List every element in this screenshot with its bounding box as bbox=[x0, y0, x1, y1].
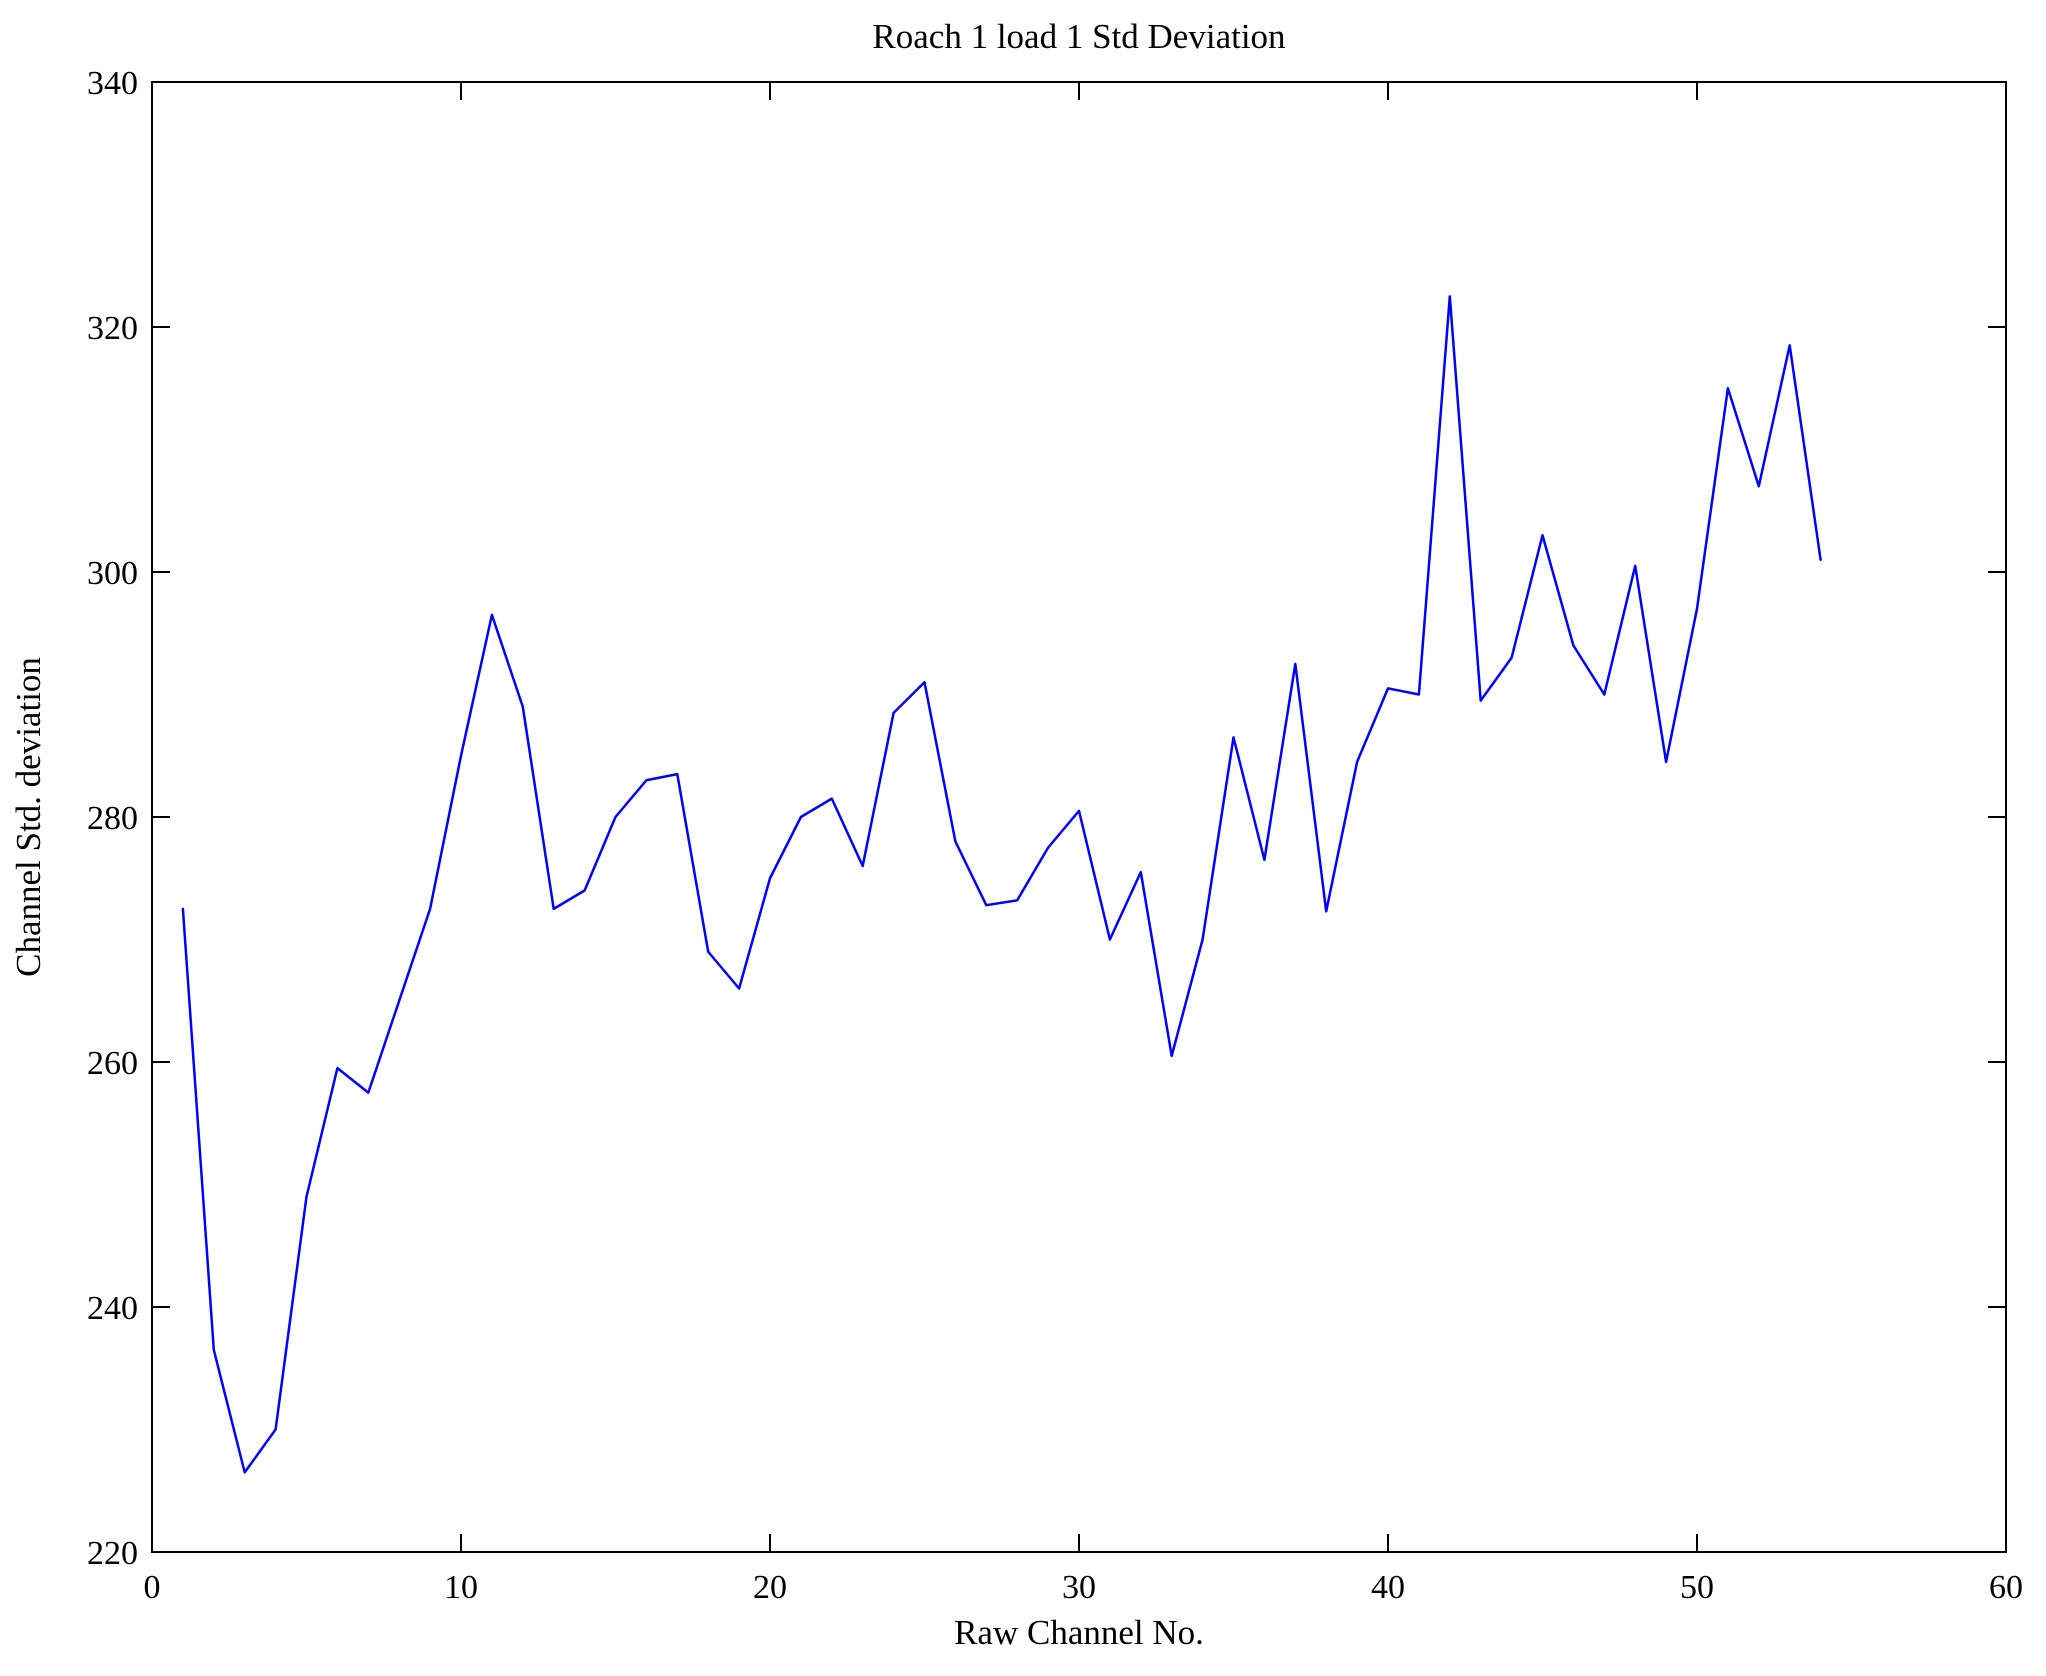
y-tick-label: 260 bbox=[87, 1045, 138, 1082]
y-tick-label: 300 bbox=[87, 555, 138, 592]
data-series bbox=[181, 295, 1822, 1474]
tick-labels: 0 10 20 30 40 50 60 220 240 260 280 300 320 340 bbox=[87, 65, 2023, 1606]
y-tick-label: 340 bbox=[87, 65, 138, 102]
data-series-line bbox=[181, 295, 1822, 1474]
x-tick-label: 50 bbox=[1680, 1569, 1714, 1606]
y-tick-label: 220 bbox=[87, 1535, 138, 1572]
chart-title: Roach 1 load 1 Std Deviation bbox=[872, 17, 1285, 56]
x-tick-label: 30 bbox=[1062, 1569, 1096, 1606]
x-tick-label: 60 bbox=[1989, 1569, 2023, 1606]
y-tick-label: 240 bbox=[87, 1290, 138, 1327]
y-tick-label: 320 bbox=[87, 310, 138, 347]
x-tick-label: 20 bbox=[753, 1569, 787, 1606]
y-tick-label: 280 bbox=[87, 800, 138, 837]
x-tick-label: 0 bbox=[144, 1569, 161, 1606]
x-tick-label: 10 bbox=[444, 1569, 478, 1606]
axes-box bbox=[151, 81, 2007, 1553]
x-axis-label: Raw Channel No. bbox=[954, 1613, 1204, 1652]
tick-marks bbox=[151, 81, 2007, 1553]
y-axis-label: Channel Std. deviation bbox=[9, 657, 48, 977]
x-tick-label: 40 bbox=[1371, 1569, 1405, 1606]
